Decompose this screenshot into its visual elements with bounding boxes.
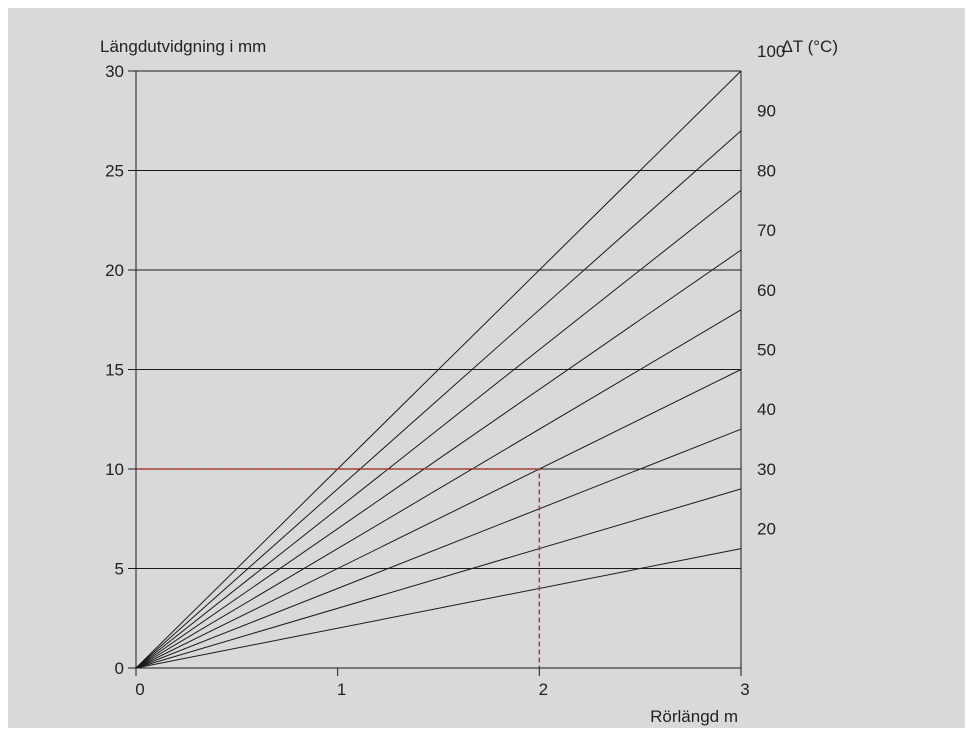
series-line-90 [135,130,742,669]
right-axis-label: ΔT (°C) [781,37,838,56]
series-label-20: 20 [757,520,776,539]
y-tick-label-15: 15 [105,361,124,380]
series-label-90: 90 [757,102,776,121]
series-label-70: 70 [757,221,776,240]
x-tick-label-0: 0 [135,680,144,699]
tick-labels: 0 5 10 15 20 25 30 0 1 2 3 [105,62,750,699]
series-labels: 100 90 80 70 60 50 40 30 20 [757,42,785,539]
series-line-100 [135,70,742,669]
series-label-30: 30 [757,460,776,479]
series-label-40: 40 [757,400,776,419]
series-line-40 [135,428,742,669]
series-label-50: 50 [757,341,776,360]
series-line-50 [135,369,742,669]
series-line-30 [135,488,742,669]
y-tick-label-30: 30 [105,62,124,81]
x-tick-label-1: 1 [337,680,346,699]
series-line-60 [135,309,742,669]
series-line-80 [135,190,742,669]
y-tick-label-0: 0 [115,659,124,678]
series-line-70 [135,249,742,669]
x-tick-label-2: 2 [539,680,548,699]
x-axis-label: Rörlängd m [650,707,738,726]
guide-line [136,468,541,668]
series-label-60: 60 [757,281,776,300]
y-tick-label-5: 5 [115,560,124,579]
series-label-80: 80 [757,161,776,180]
y-tick-label-20: 20 [105,261,124,280]
x-tick-label-3: 3 [740,680,749,699]
series-line-20 [135,548,742,669]
y-tick-label-10: 10 [105,460,124,479]
chart-panel [8,8,965,728]
reading-guide [136,468,541,668]
y-tick-label-25: 25 [105,162,124,181]
series-lines [135,70,742,669]
series-label-100: 100 [757,42,785,61]
y-axis-label: Längdutvidgning i mm [100,37,266,56]
